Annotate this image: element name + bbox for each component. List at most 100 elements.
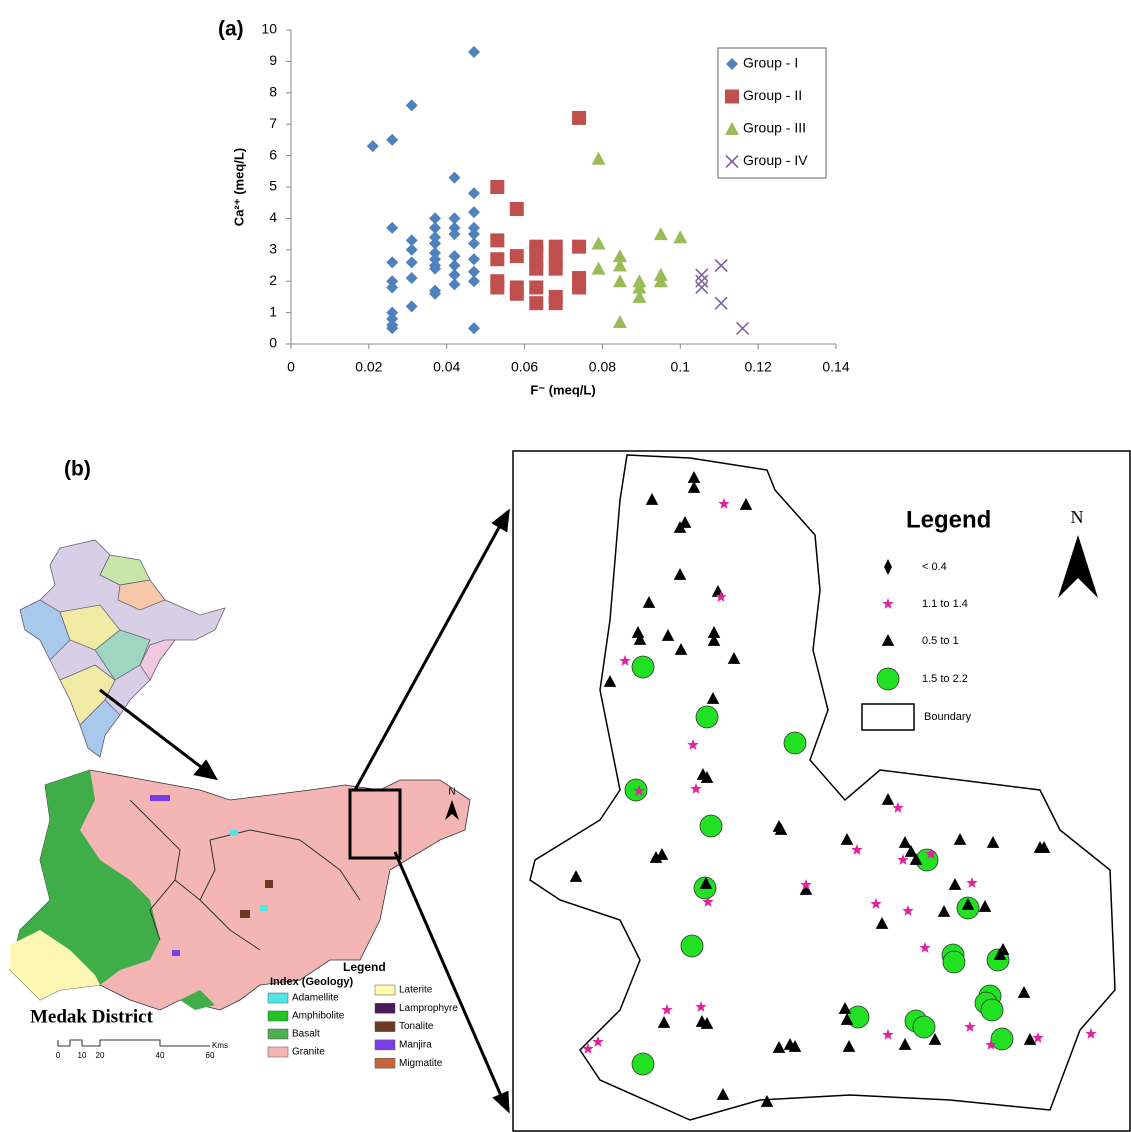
- geology-label: Tonalite: [399, 1021, 434, 1032]
- detail-legend-label: 0.5 to 1: [922, 635, 959, 647]
- y-tick-label: 3: [269, 241, 277, 257]
- point: [695, 274, 709, 288]
- point: [405, 234, 418, 247]
- site-triangle: [674, 643, 688, 655]
- district-map: [9, 769, 471, 1011]
- y-tick-label: 6: [269, 146, 277, 162]
- site-star: [695, 1001, 707, 1012]
- point: [490, 180, 505, 194]
- x-axis-label: F⁻ (meq/L): [530, 382, 595, 397]
- point: [509, 201, 524, 216]
- geology-label: Lamprophyre: [399, 1003, 458, 1014]
- site-star: [851, 844, 863, 855]
- point: [548, 239, 563, 254]
- site-triangle: [961, 898, 975, 910]
- point: [714, 258, 728, 273]
- site-triangle: [842, 1040, 856, 1052]
- point: [714, 296, 728, 310]
- point: [386, 256, 399, 269]
- x-tick-label: 0.04: [433, 359, 460, 375]
- point: [467, 187, 480, 200]
- site-triangle: [909, 853, 923, 865]
- site-triangle: [840, 833, 854, 845]
- geology-label: Migmatite: [399, 1058, 443, 1069]
- y-tick-label: 4: [269, 209, 277, 225]
- legend-boundary: [861, 703, 915, 731]
- geology-label: Basalt: [292, 1029, 320, 1040]
- point: [467, 265, 480, 278]
- point: [612, 258, 627, 272]
- legend-diamond: [884, 559, 892, 575]
- site-star: [892, 802, 904, 813]
- site-star: [619, 655, 631, 666]
- site-circle: [695, 705, 719, 729]
- geology-swatch: [374, 984, 396, 996]
- legend-marker: [725, 154, 739, 169]
- site-triangle: [788, 1040, 802, 1052]
- point: [632, 280, 647, 294]
- india-map: [19, 539, 226, 758]
- legend-label: Group - III: [743, 120, 806, 136]
- point: [467, 45, 480, 58]
- point: [572, 280, 587, 295]
- point: [429, 231, 442, 244]
- panel-b-label: (b): [64, 458, 91, 481]
- point: [673, 230, 688, 244]
- detail-legend-title: Legend: [906, 506, 991, 533]
- x-tick-label: 0.14: [822, 359, 849, 375]
- point: [448, 171, 461, 184]
- y-tick-label: 7: [269, 115, 277, 131]
- point: [490, 233, 505, 248]
- arrows: [99, 508, 510, 1114]
- site-triangle: [799, 883, 813, 895]
- site-triangle: [760, 1095, 774, 1107]
- site-triangle: [642, 596, 656, 608]
- point: [405, 99, 418, 112]
- site-circle: [990, 1027, 1014, 1051]
- point: [653, 274, 668, 288]
- point: [529, 296, 544, 311]
- site-triangle: [706, 692, 720, 704]
- site-triangle: [1023, 1033, 1037, 1045]
- point: [448, 250, 461, 263]
- legend-marker: [725, 89, 739, 104]
- y-tick-label: 0: [269, 335, 277, 351]
- scale-label: 40: [156, 1051, 165, 1060]
- site-triangle: [739, 498, 753, 510]
- legend-marker: [725, 122, 739, 135]
- point: [490, 280, 505, 295]
- point: [386, 306, 399, 319]
- point: [591, 261, 606, 275]
- site-triangle: [904, 845, 918, 857]
- point: [572, 239, 587, 254]
- point: [467, 237, 480, 250]
- site-star: [633, 785, 645, 796]
- site-triangle: [1017, 986, 1031, 998]
- site-triangle: [898, 836, 912, 848]
- geology-swatch: [267, 1010, 289, 1022]
- geology-label: Manjira: [399, 1040, 432, 1051]
- detail-legend-label: < 0.4: [922, 561, 947, 573]
- y-axis-label: Ca²⁺ (meq/L): [231, 148, 246, 226]
- north-label: N: [448, 787, 455, 798]
- site-circle: [631, 655, 655, 679]
- scale-label: 20: [96, 1051, 105, 1060]
- y-tick-label: 5: [269, 178, 277, 194]
- point: [386, 133, 399, 146]
- point: [386, 275, 399, 288]
- site-star: [1085, 1028, 1097, 1039]
- site-triangle: [838, 1002, 852, 1014]
- point: [429, 246, 442, 259]
- point: [386, 221, 399, 234]
- y-tick-label: 8: [269, 84, 277, 100]
- point: [736, 321, 750, 335]
- site-star: [902, 905, 914, 916]
- district-legend-title: Legend: [343, 960, 386, 974]
- point: [386, 312, 399, 325]
- x-tick-label: 0: [287, 359, 295, 375]
- point: [448, 278, 461, 291]
- site-star: [925, 848, 937, 859]
- point: [632, 289, 647, 303]
- x-tick-label: 0.1: [671, 359, 691, 375]
- index-title: Index (Geology): [270, 976, 353, 988]
